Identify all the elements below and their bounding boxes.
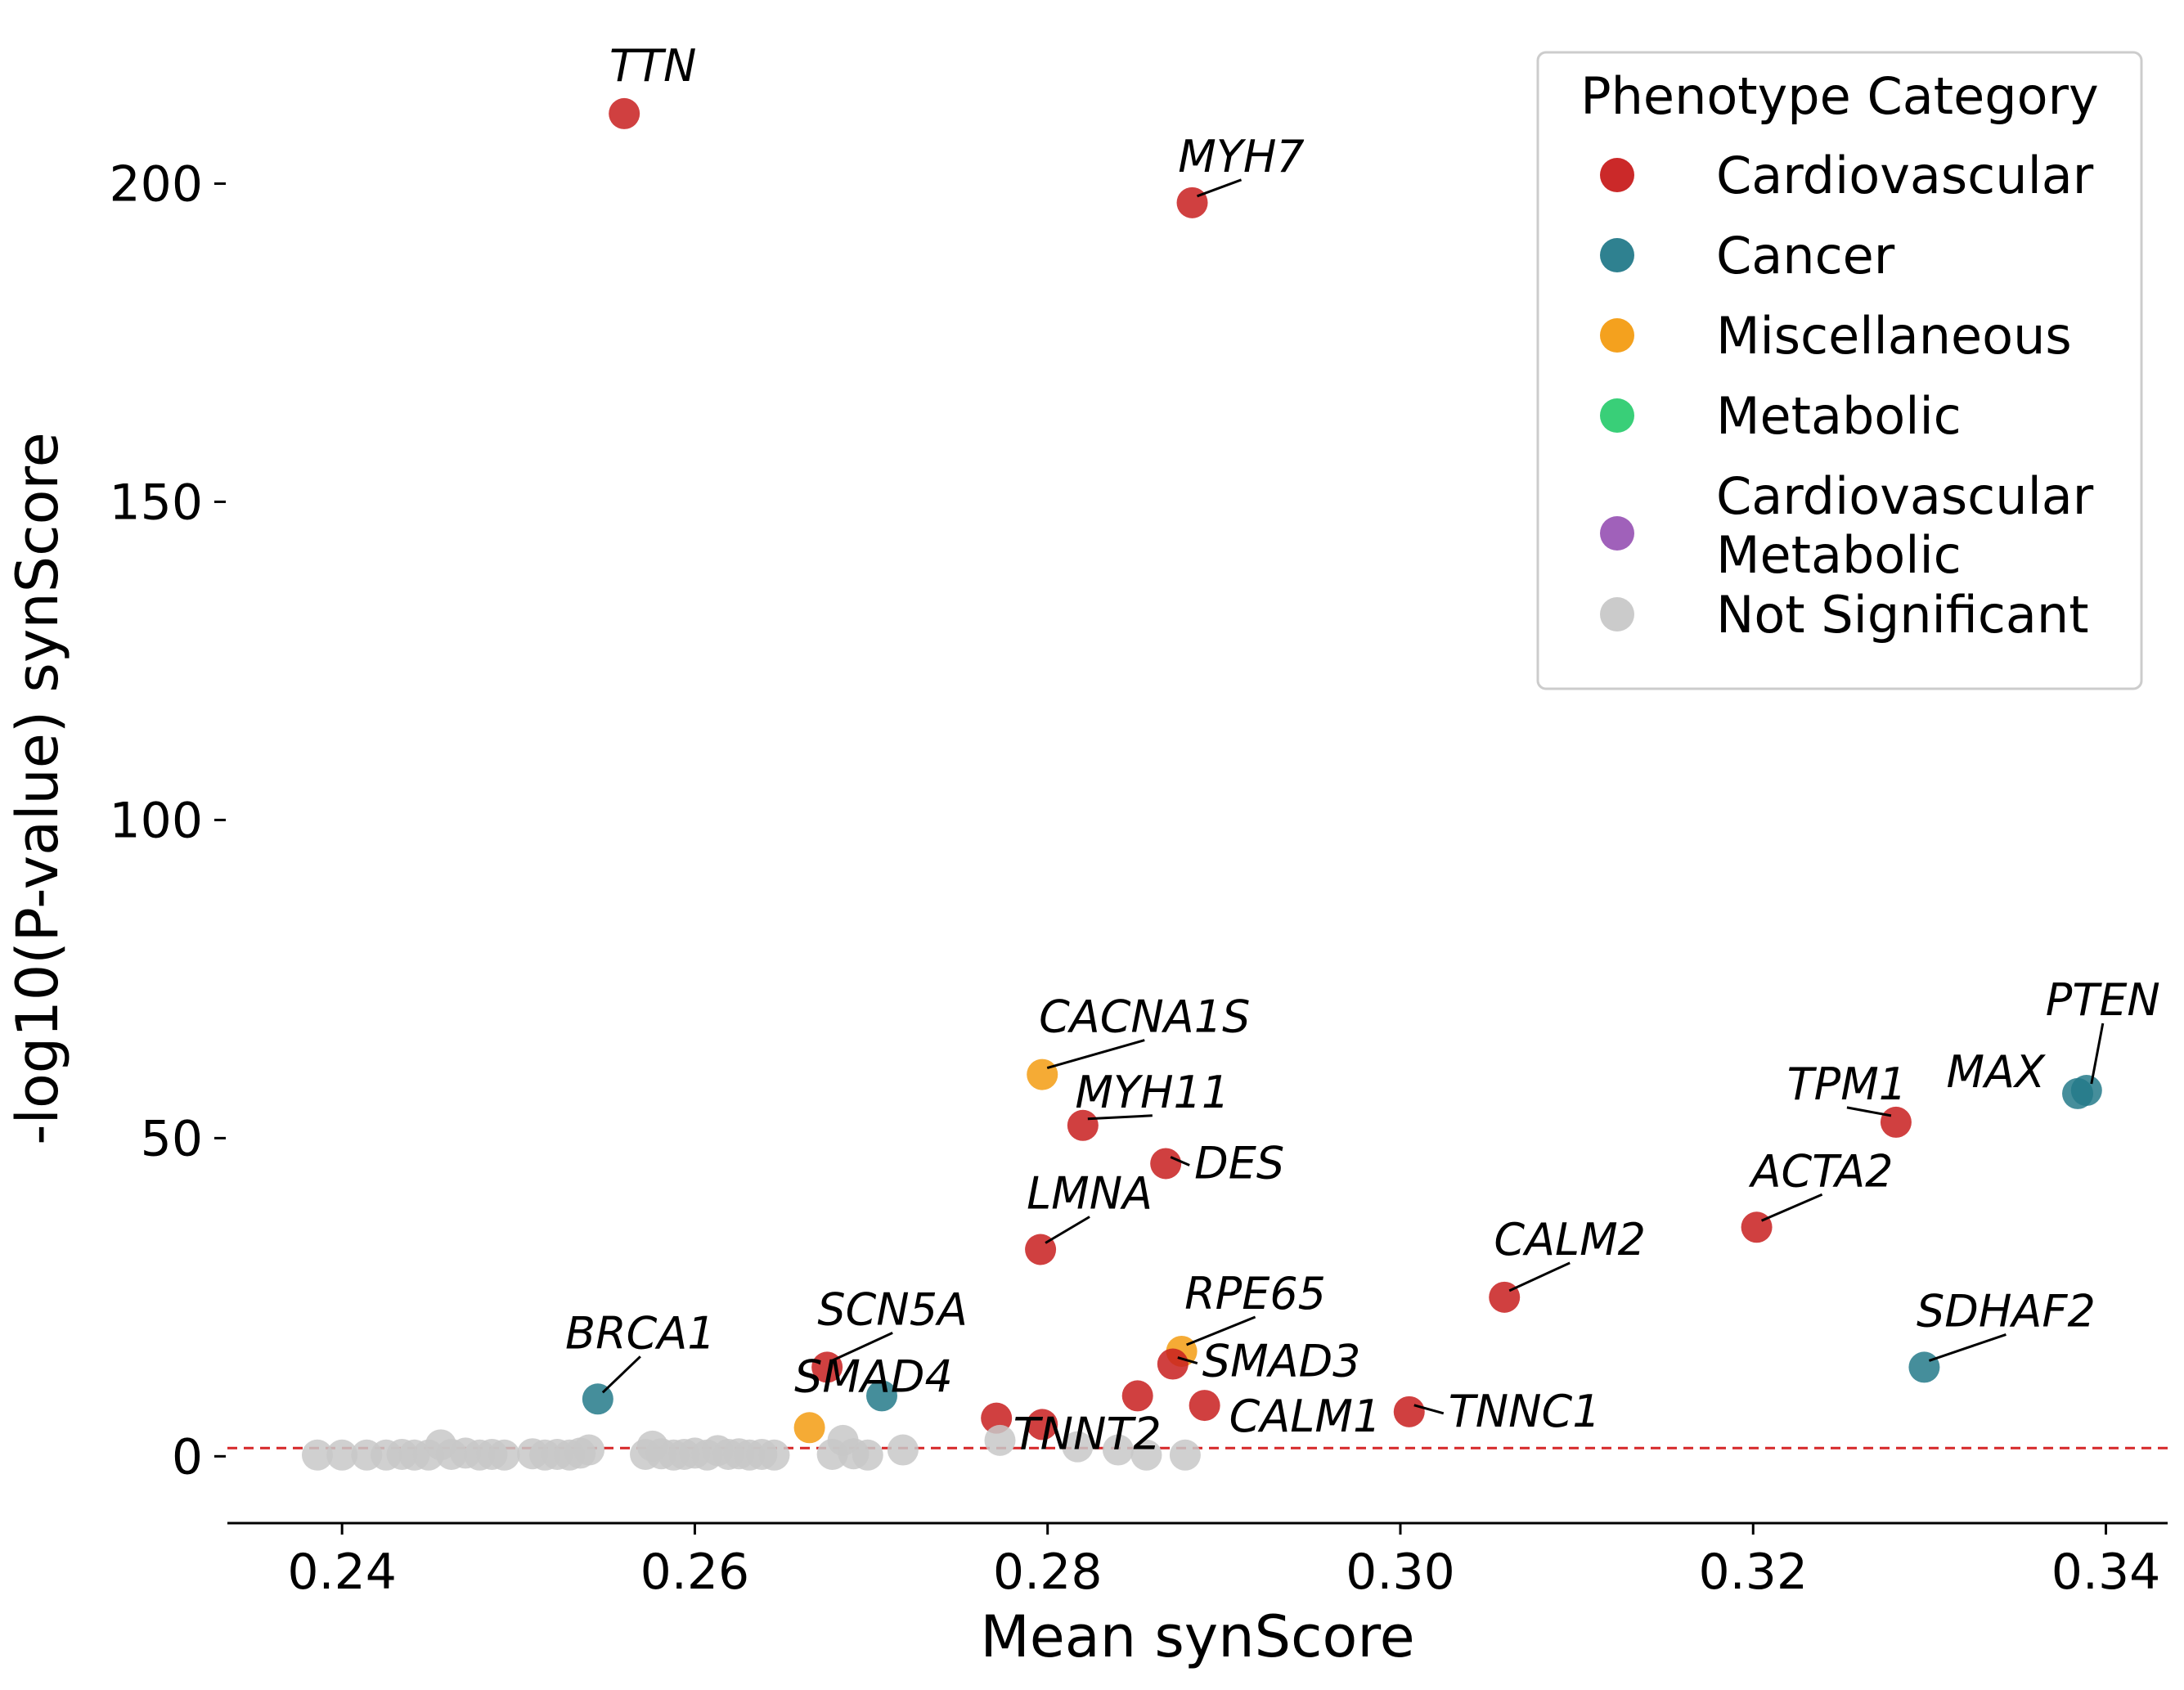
leader-line-smad3	[1177, 1356, 1198, 1364]
legend-marker-cancer	[1600, 238, 1634, 272]
gene-point-acta2	[1741, 1211, 1773, 1243]
x-tick-label: 0.24	[287, 1544, 397, 1601]
gene-label-tnnc1: TNNC1	[1449, 1386, 1601, 1437]
gene-label-lmna: LMNA	[1027, 1167, 1153, 1219]
y-tick-label: 200	[109, 155, 203, 213]
gene-point-smad3	[1157, 1348, 1189, 1380]
gene-label-pten: PTEN	[2046, 974, 2160, 1026]
gene-label-tpm1: TPM1	[1787, 1058, 1908, 1110]
ns-point	[1062, 1431, 1094, 1463]
gene-label-max: MAX	[1946, 1046, 2046, 1098]
gene-label-scn5a: SCN5A	[817, 1283, 968, 1335]
gene-point-sdhaf2	[1908, 1351, 1940, 1383]
ns-point	[326, 1439, 358, 1471]
gene-label-tnnt2: TNNT2	[1013, 1408, 1162, 1459]
gene-label-sdhaf2: SDHAF2	[1917, 1285, 2096, 1337]
ns-point	[852, 1439, 883, 1471]
gene-label-ttn: TTN	[609, 40, 696, 92]
labels-layer: TTNMYH7CACNA1SMYH11DESLMNARPE65SMAD3CALM…	[565, 40, 2160, 1460]
gene-label-smad3: SMAD3	[1202, 1336, 1361, 1387]
ns-point	[984, 1424, 1016, 1456]
ns-point	[1169, 1439, 1201, 1471]
legend-label-cardiovascular: Cardiovascular	[1716, 146, 2094, 205]
leader-line-tnnc1	[1413, 1404, 1445, 1415]
gene-point-smad4	[866, 1380, 898, 1412]
points-layer	[301, 97, 2102, 1471]
axes: 0.24 0.26 0.28 0.30 0.32 0.34 0 50 100 150 200 Mean…	[4, 155, 2168, 1670]
gene-label-acta2: ACTA2	[1749, 1145, 1894, 1197]
y-axis-title: -log10(P-value) synScore	[4, 432, 71, 1144]
ns-point	[1102, 1434, 1134, 1466]
ns-point	[301, 1439, 333, 1471]
gene-point-ttn	[609, 97, 640, 129]
x-tick-label: 0.28	[993, 1544, 1103, 1601]
gene-point-calm1	[1189, 1390, 1220, 1422]
gene-point-cacna1s	[1027, 1058, 1058, 1090]
y-tick-label: 150	[109, 474, 203, 531]
gene-label-myh7: MYH7	[1178, 131, 1305, 182]
gene-point-tnnc1	[1393, 1396, 1425, 1427]
y-tick-label: 100	[109, 792, 203, 849]
gene-label-calm1: CALM1	[1229, 1391, 1382, 1442]
gene-point	[793, 1412, 825, 1444]
leader-line-brca1	[601, 1355, 641, 1394]
x-tick-label: 0.32	[1698, 1544, 1808, 1601]
ns-point	[488, 1439, 520, 1471]
gene-label-calm2: CALM2	[1494, 1214, 1646, 1265]
leader-line-lmna	[1045, 1216, 1090, 1244]
legend-marker-miscellaneous	[1600, 318, 1634, 353]
legend-label-not-significant: Not Significant	[1716, 585, 2089, 645]
legend-title: Phenotype Category	[1580, 66, 2098, 126]
gene-point-des	[1150, 1148, 1182, 1180]
gene-label-des: DES	[1194, 1137, 1284, 1189]
gene-point-myh7	[1176, 187, 1208, 218]
ns-point	[573, 1434, 605, 1466]
legend-marker-not-significant	[1600, 597, 1634, 632]
legend-marker-cardiovascular-metabolic	[1600, 516, 1634, 551]
gene-point-tpm1	[1880, 1106, 1912, 1138]
leader-line-calm2	[1508, 1261, 1571, 1292]
gene-point-calm2	[1489, 1281, 1521, 1313]
gene-label-myh11: MYH11	[1075, 1067, 1229, 1118]
legend-label-metabolic: Metabolic	[1716, 386, 1962, 446]
leader-line-scn5a	[831, 1332, 893, 1362]
legend-label-cardiovascular-metabolic: Metabolic	[1716, 525, 1962, 585]
x-axis-title: Mean synScore	[980, 1603, 1414, 1670]
leader-line-pten	[2090, 1023, 2105, 1085]
legend-marker-metabolic	[1600, 398, 1634, 433]
y-tick-label: 0	[172, 1428, 203, 1485]
x-tick-label: 0.26	[640, 1544, 750, 1601]
ns-point	[1130, 1439, 1162, 1471]
gene-point-tnnt2	[1027, 1409, 1058, 1441]
legend-box	[1536, 51, 2143, 690]
leader-line-myh7	[1197, 178, 1243, 198]
x-tick-label: 0.34	[2051, 1544, 2161, 1601]
y-tick-label: 50	[141, 1110, 203, 1167]
leader-line-des	[1170, 1156, 1190, 1166]
leader-line-acta2	[1760, 1193, 1823, 1222]
gene-label-smad4: SMAD4	[794, 1351, 953, 1402]
gene-point	[1121, 1380, 1153, 1412]
leader-line-sdhaf2	[1928, 1333, 2006, 1362]
legend: Phenotype Category Cardiovascular Cancer Mi…	[1536, 51, 2143, 690]
legend-label-cancer: Cancer	[1716, 226, 1895, 285]
gene-point-pten	[2070, 1075, 2102, 1107]
gene-label-cacna1s: CACNA1S	[1039, 991, 1250, 1043]
gene-label-rpe65: RPE65	[1184, 1268, 1326, 1319]
ns-point	[758, 1439, 790, 1471]
ns-point	[887, 1434, 919, 1466]
gene-label-brca1: BRCA1	[565, 1307, 716, 1359]
x-tick-label: 0.30	[1346, 1544, 1455, 1601]
leader-line-rpe65	[1186, 1315, 1256, 1346]
legend-label-miscellaneous: Miscellaneous	[1716, 306, 2072, 366]
leader-line-myh11	[1087, 1114, 1153, 1121]
legend-label-cardiovascular-metabolic: Cardiovascular	[1716, 466, 2094, 526]
leader-line-tpm1	[1846, 1106, 1892, 1117]
legend-marker-cardiovascular	[1600, 158, 1634, 192]
leader-line-cacna1s	[1046, 1039, 1145, 1070]
